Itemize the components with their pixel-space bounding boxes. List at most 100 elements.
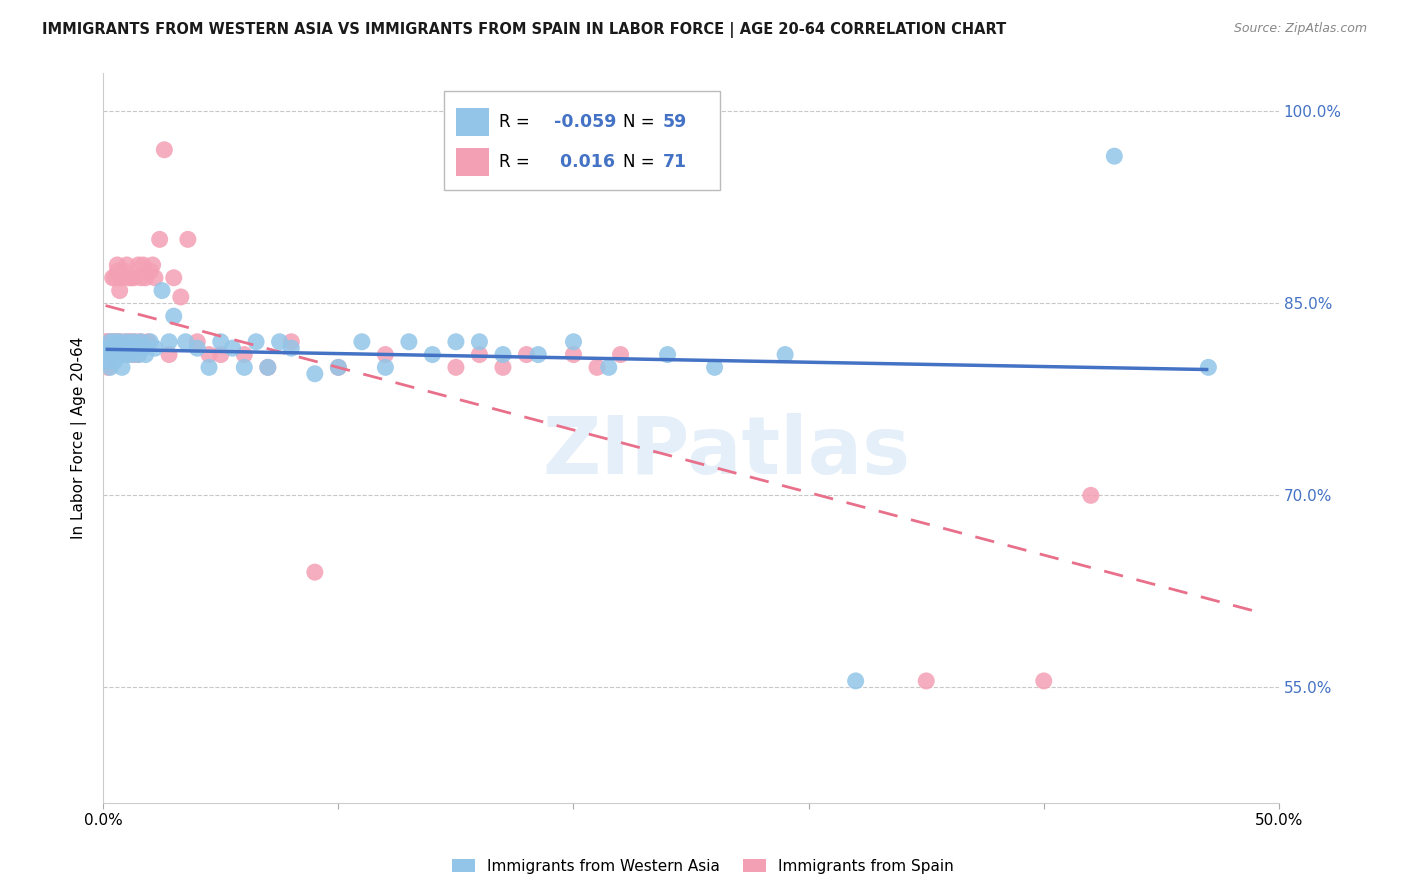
Text: R =: R = bbox=[499, 113, 530, 131]
Point bbox=[97, 341, 120, 355]
Point bbox=[105, 334, 128, 349]
Point bbox=[108, 334, 131, 349]
Text: N =: N = bbox=[623, 113, 655, 131]
Point bbox=[94, 354, 117, 368]
Point bbox=[149, 232, 172, 246]
Point bbox=[492, 360, 515, 375]
Point bbox=[98, 334, 121, 349]
Point bbox=[136, 334, 159, 349]
Point bbox=[170, 290, 193, 304]
Point bbox=[703, 360, 725, 375]
Point bbox=[129, 270, 152, 285]
Point bbox=[94, 347, 117, 361]
Point bbox=[609, 347, 631, 361]
Point bbox=[105, 264, 128, 278]
Point bbox=[120, 334, 142, 349]
Point bbox=[132, 258, 155, 272]
Point bbox=[97, 347, 120, 361]
Point bbox=[98, 334, 121, 349]
Point bbox=[98, 347, 121, 361]
Point bbox=[422, 347, 444, 361]
Point bbox=[127, 347, 149, 361]
Point bbox=[350, 334, 373, 349]
Point bbox=[122, 270, 145, 285]
Point bbox=[127, 347, 149, 361]
Point bbox=[468, 347, 491, 361]
Point bbox=[94, 334, 117, 349]
Point bbox=[150, 284, 173, 298]
Point bbox=[108, 270, 131, 285]
Point bbox=[111, 270, 134, 285]
Point bbox=[104, 334, 127, 349]
Point bbox=[120, 347, 142, 361]
Point bbox=[94, 347, 117, 361]
Point bbox=[115, 347, 138, 361]
Point bbox=[129, 334, 152, 349]
Text: R =: R = bbox=[499, 153, 530, 171]
Text: 0.016: 0.016 bbox=[554, 153, 614, 171]
Point bbox=[562, 334, 585, 349]
Point bbox=[157, 347, 180, 361]
Text: N =: N = bbox=[623, 153, 655, 171]
Point bbox=[198, 360, 221, 375]
Point bbox=[177, 232, 200, 246]
Text: -0.059: -0.059 bbox=[554, 113, 616, 131]
Point bbox=[118, 341, 141, 355]
Point bbox=[118, 270, 141, 285]
Point bbox=[374, 347, 396, 361]
Point bbox=[444, 360, 467, 375]
Point bbox=[105, 341, 128, 355]
Text: Source: ZipAtlas.com: Source: ZipAtlas.com bbox=[1233, 22, 1367, 36]
Point bbox=[112, 334, 135, 349]
Point bbox=[112, 264, 135, 278]
Point bbox=[105, 258, 128, 272]
Point bbox=[233, 360, 256, 375]
Point bbox=[492, 347, 515, 361]
Point bbox=[280, 341, 302, 355]
Point bbox=[125, 334, 148, 349]
Point bbox=[198, 347, 221, 361]
Point bbox=[97, 360, 120, 375]
Point bbox=[256, 360, 278, 375]
Point bbox=[773, 347, 796, 361]
Point bbox=[108, 341, 131, 355]
Point bbox=[104, 270, 127, 285]
Point bbox=[115, 258, 138, 272]
Point bbox=[98, 360, 121, 375]
Text: 71: 71 bbox=[662, 153, 688, 171]
Point bbox=[398, 334, 420, 349]
Point bbox=[122, 334, 145, 349]
Point bbox=[135, 270, 157, 285]
Point bbox=[142, 258, 165, 272]
Point bbox=[111, 360, 134, 375]
Point bbox=[143, 341, 166, 355]
Point bbox=[304, 367, 326, 381]
Point bbox=[598, 360, 620, 375]
Point bbox=[101, 334, 124, 349]
Point bbox=[135, 347, 157, 361]
Point bbox=[129, 334, 152, 349]
Text: 59: 59 bbox=[662, 113, 688, 131]
Point bbox=[163, 270, 186, 285]
Point bbox=[269, 334, 291, 349]
Point bbox=[97, 341, 120, 355]
Point bbox=[1032, 673, 1054, 688]
Point bbox=[104, 354, 127, 368]
Point bbox=[139, 334, 162, 349]
Point bbox=[104, 334, 127, 349]
Point bbox=[374, 360, 396, 375]
Text: ZIPatlas: ZIPatlas bbox=[543, 413, 911, 491]
Point bbox=[233, 347, 256, 361]
Point bbox=[105, 347, 128, 361]
Point bbox=[98, 341, 121, 355]
Point bbox=[122, 347, 145, 361]
Point bbox=[111, 347, 134, 361]
FancyBboxPatch shape bbox=[456, 108, 489, 136]
Point bbox=[98, 347, 121, 361]
Point bbox=[104, 347, 127, 361]
Point bbox=[115, 347, 138, 361]
Point bbox=[101, 341, 124, 355]
Point bbox=[153, 143, 176, 157]
Point bbox=[186, 341, 208, 355]
Point bbox=[139, 264, 162, 278]
